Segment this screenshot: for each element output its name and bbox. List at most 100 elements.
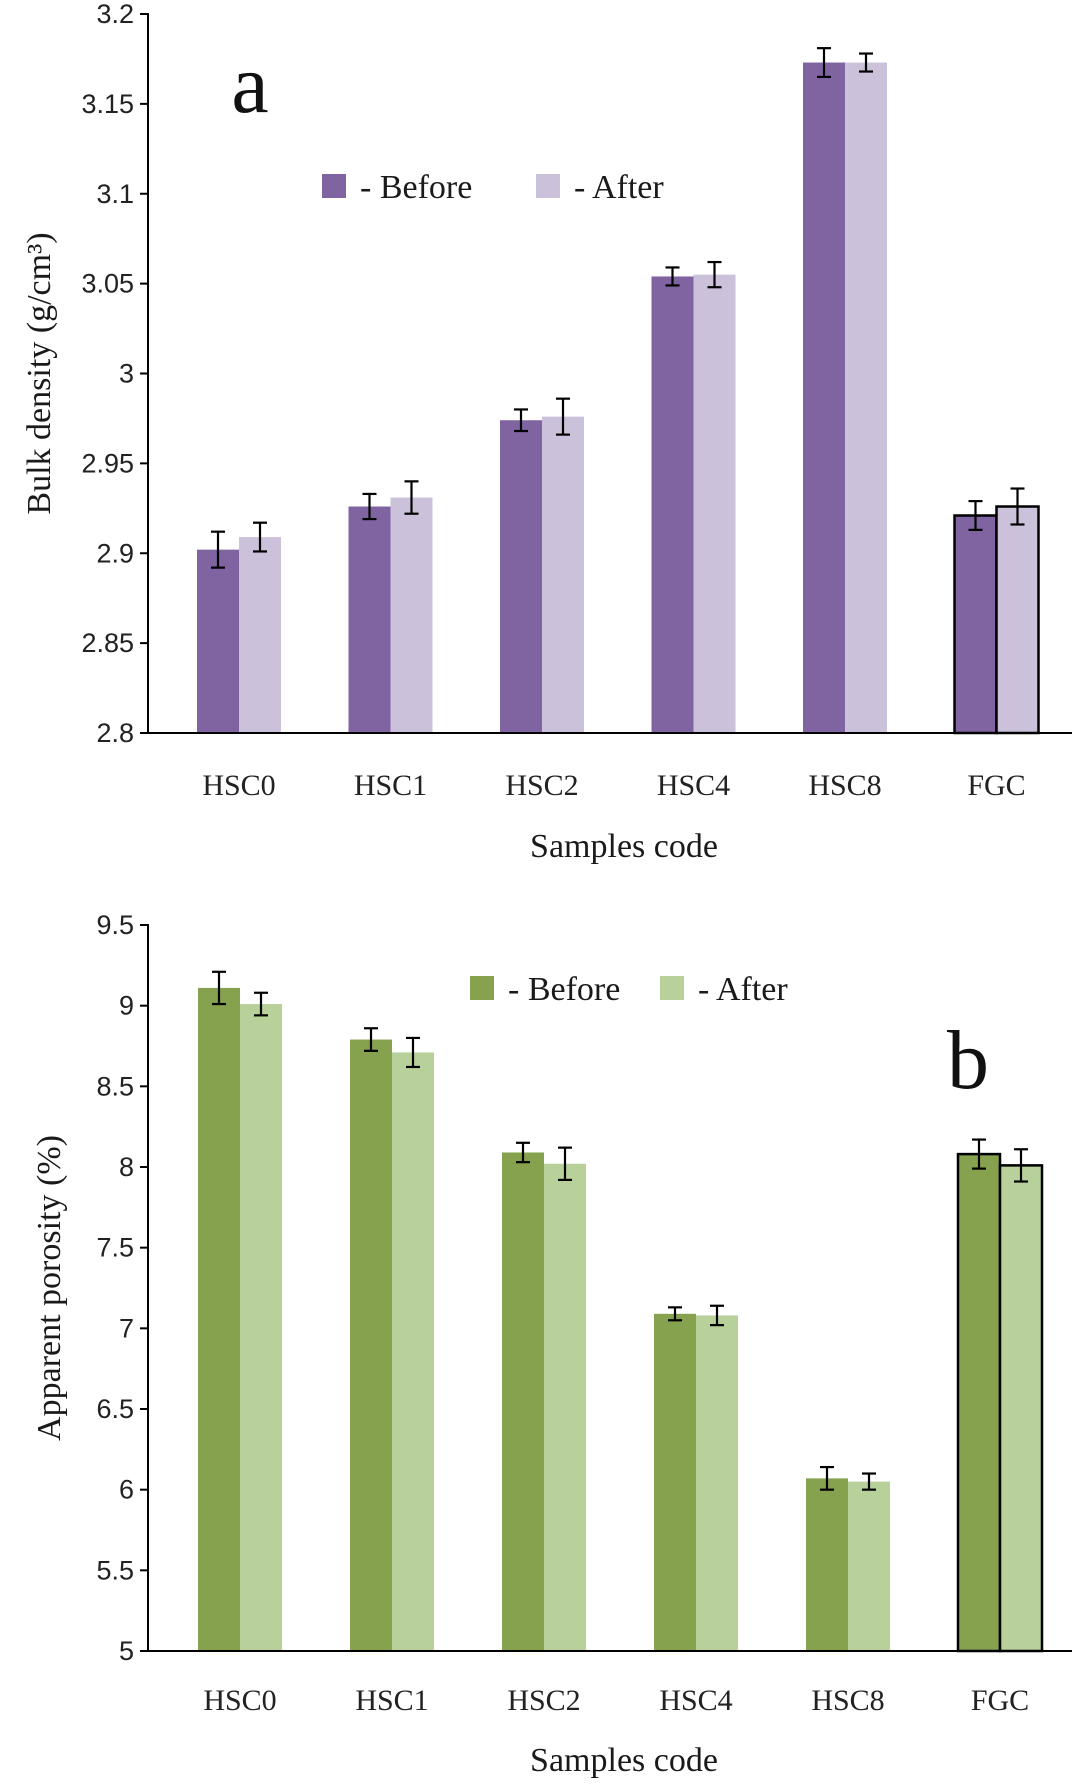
x-tick-label: HSC2 bbox=[507, 1684, 580, 1717]
bar-hsc0-after bbox=[240, 1004, 282, 1651]
bar-hsc2-after bbox=[544, 1163, 586, 1651]
y-tick-label: 9.5 bbox=[96, 910, 134, 940]
bar-hsc1-after bbox=[390, 497, 433, 733]
legend-label-before: - Before bbox=[360, 169, 472, 206]
error-bar-hsc2-before bbox=[516, 1141, 530, 1164]
error-bar-hsc2-after bbox=[556, 397, 570, 436]
error-bar-fgc-before bbox=[972, 1138, 986, 1170]
x-tick-labels: HSC0 HSC1 HSC2 HSC4 HSC8 FGC bbox=[203, 1684, 1029, 1717]
error-bar-hsc4-before bbox=[668, 1306, 682, 1322]
y-tick-label: 2.85 bbox=[81, 628, 134, 658]
y-axis-title: Apparent porosity (%) bbox=[31, 1135, 68, 1441]
y-tick-label: 7 bbox=[119, 1313, 134, 1343]
legend: - Before - After bbox=[322, 169, 664, 206]
x-tick-label: HSC0 bbox=[203, 1684, 276, 1717]
bar-hsc1-after bbox=[392, 1052, 434, 1651]
legend-swatch-after bbox=[536, 174, 560, 198]
error-bar-hsc8-after bbox=[859, 52, 873, 73]
y-tick-label: 9 bbox=[119, 991, 134, 1021]
error-bar-hsc0-after bbox=[254, 991, 268, 1017]
bar-fgc-before bbox=[956, 1152, 1002, 1653]
bar-hsc0-before bbox=[197, 549, 239, 733]
x-tick-label: HSC1 bbox=[354, 769, 427, 802]
y-tick-label: 6.5 bbox=[96, 1394, 134, 1424]
x-tick-label: FGC bbox=[967, 769, 1025, 802]
x-tick-label: HSC1 bbox=[355, 1684, 428, 1717]
y-tick-label: 8 bbox=[119, 1152, 134, 1182]
panel-label-b: b bbox=[947, 1014, 989, 1107]
bar-hsc4-after bbox=[693, 274, 736, 733]
bar-hsc0-after bbox=[239, 537, 281, 733]
bar-hsc2-after bbox=[542, 416, 584, 733]
error-bar-hsc2-after bbox=[558, 1146, 572, 1182]
x-tick-label: HSC4 bbox=[657, 769, 730, 802]
error-bar-fgc-before bbox=[968, 500, 983, 531]
legend-swatch-after bbox=[660, 976, 684, 1000]
x-tick-label: FGC bbox=[971, 1684, 1029, 1717]
y-tick-labels: 5 5.5 6 6.5 7 7.5 8 8.5 9 9.5 bbox=[96, 910, 134, 1666]
y-tick-label: 3.15 bbox=[81, 89, 134, 119]
error-bar-hsc1-before bbox=[362, 492, 377, 521]
y-tick-label: 2.8 bbox=[96, 718, 134, 748]
error-bar-hsc4-after bbox=[707, 260, 722, 289]
x-tick-label: HSC4 bbox=[659, 1684, 732, 1717]
y-tick-label: 2.9 bbox=[96, 538, 134, 568]
bar-fgc-before bbox=[953, 514, 998, 735]
chart-panel-b: 55.566.577.588.599.5 HSC0 HSC1 HSC2 HSC4 HSC… bbox=[31, 910, 1072, 1779]
x-axis-title: Samples code bbox=[530, 1742, 718, 1779]
bar-hsc2-before bbox=[500, 420, 542, 733]
y-tick-label: 3.05 bbox=[81, 269, 134, 299]
error-bar-hsc1-after bbox=[406, 1036, 420, 1069]
error-bar-hsc0-before bbox=[212, 970, 226, 1006]
y-axis-title: Bulk density (g/cm³) bbox=[21, 232, 58, 514]
error-bars-group bbox=[212, 970, 1028, 1491]
bar-hsc4-before bbox=[654, 1313, 696, 1651]
bars-group bbox=[197, 62, 1040, 735]
y-tick-label: 2.95 bbox=[81, 448, 134, 478]
bar-hsc4-after bbox=[696, 1315, 738, 1651]
error-bar-hsc1-before bbox=[364, 1027, 378, 1052]
x-tick-labels: HSC0 HSC1 HSC2 HSC4 HSC8 FGC bbox=[202, 769, 1025, 802]
error-bar-hsc4-after bbox=[710, 1304, 724, 1327]
y-tick-label: 3.2 bbox=[96, 0, 134, 29]
error-bar-hsc8-before bbox=[820, 1465, 834, 1491]
y-tick-label: 8.5 bbox=[96, 1071, 134, 1101]
bar-hsc0-before bbox=[198, 987, 240, 1651]
bar-hsc2-before bbox=[502, 1152, 544, 1651]
x-tick-label: HSC8 bbox=[811, 1684, 884, 1717]
legend-label-after: - After bbox=[698, 971, 788, 1008]
bar-hsc8-after bbox=[845, 62, 887, 734]
bar-hsc8-before bbox=[803, 62, 845, 734]
error-bar-fgc-after bbox=[1010, 487, 1025, 526]
error-bar-hsc0-after bbox=[253, 521, 267, 553]
y-tick-labels: 2.8 2.85 2.9 2.95 3 3.05 3.1 3.15 3.2 bbox=[81, 0, 134, 748]
bars-group bbox=[198, 987, 1044, 1653]
y-tick-label: 3 bbox=[119, 359, 134, 389]
y-tick-label: 5.5 bbox=[96, 1555, 134, 1585]
bar-fgc-after bbox=[998, 1164, 1044, 1653]
y-tick-label: 5 bbox=[119, 1636, 134, 1666]
y-tick-label: 3.1 bbox=[96, 179, 134, 209]
legend-label-after: - After bbox=[574, 169, 664, 206]
error-bars-group bbox=[211, 47, 1025, 569]
x-tick-label: HSC8 bbox=[808, 769, 881, 802]
error-bar-hsc0-before bbox=[211, 530, 225, 569]
bar-hsc1-before bbox=[348, 506, 391, 733]
y-tick-label: 7.5 bbox=[96, 1233, 134, 1263]
axes bbox=[140, 924, 1072, 1652]
bar-hsc4-before bbox=[651, 276, 694, 733]
error-bar-hsc8-after bbox=[862, 1472, 876, 1491]
bar-hsc8-before bbox=[806, 1478, 848, 1651]
bar-hsc8-after bbox=[848, 1481, 890, 1651]
panel-label-a: a bbox=[231, 38, 268, 131]
error-bar-hsc1-after bbox=[404, 480, 419, 515]
y-tick-label: 6 bbox=[119, 1475, 134, 1505]
error-bar-fgc-after bbox=[1014, 1148, 1028, 1183]
bar-fgc-after bbox=[995, 505, 1040, 735]
legend-label-before: - Before bbox=[508, 971, 620, 1008]
x-axis-title: Samples code bbox=[530, 828, 718, 865]
error-bar-hsc2-before bbox=[514, 408, 528, 433]
legend-swatch-before bbox=[470, 976, 494, 1000]
bar-hsc1-before bbox=[350, 1039, 392, 1651]
